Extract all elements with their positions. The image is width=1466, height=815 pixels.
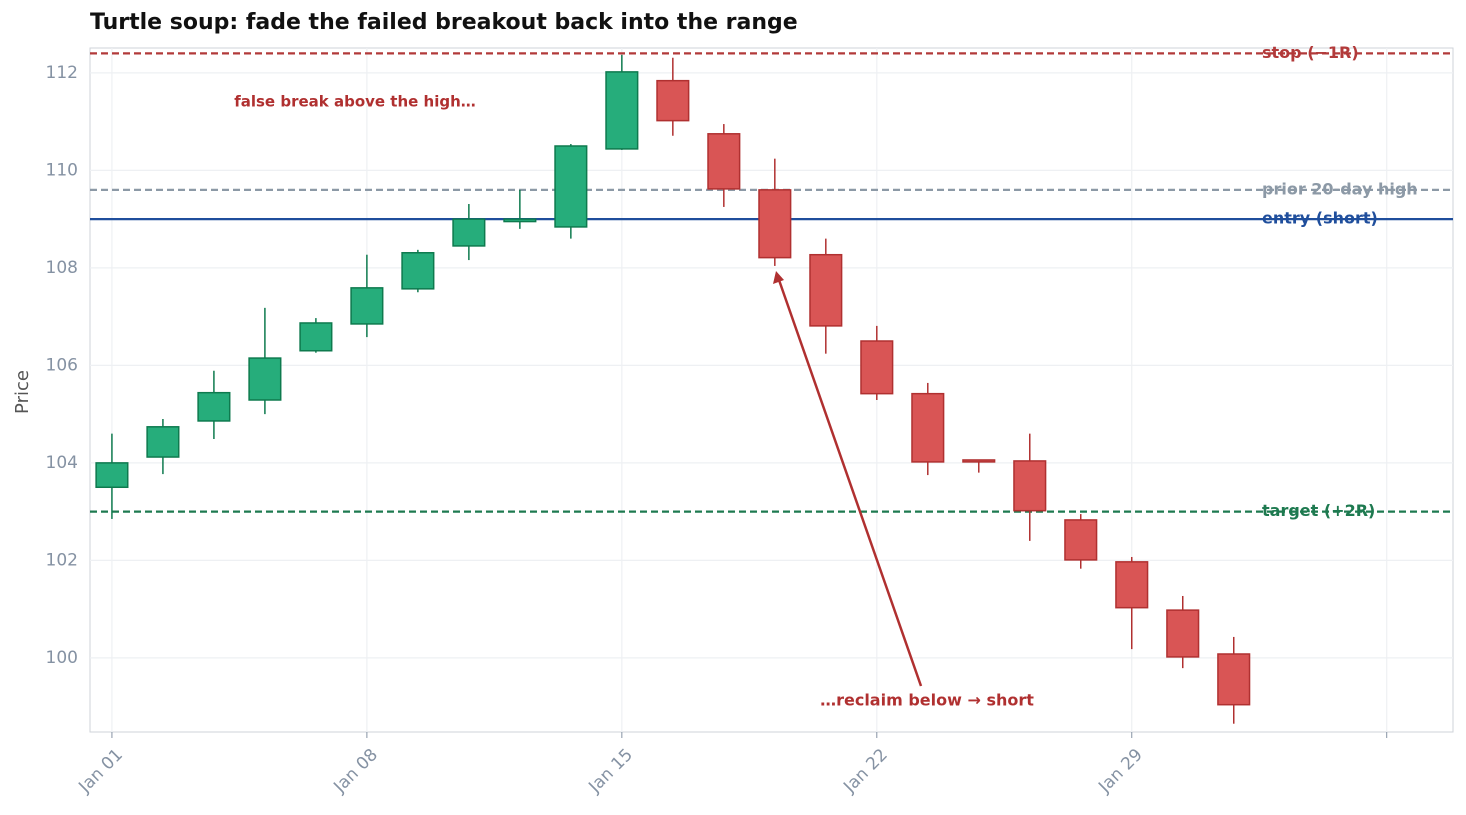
x-tick-label: Jan 15 [584,745,637,798]
y-tick-label: 100 [46,648,78,668]
candle-body [1217,653,1251,706]
candle-body [1115,561,1149,609]
x-tick-label: Jan 29 [1094,745,1147,798]
candle-body [146,426,180,458]
annotation: false break above the high… [234,93,476,111]
x-tick-label: Jan 22 [839,745,892,798]
candle-body [707,133,741,190]
annotation-arrowhead [773,271,784,284]
x-tick-label: Jan 01 [74,745,127,798]
candle-body [248,357,282,401]
y-tick-label: 104 [46,453,78,473]
reference-label: stop (−1R) [1262,43,1359,62]
candle-body [503,218,537,223]
y-tick-label: 102 [46,550,78,570]
reference-label: target (+2R) [1262,501,1375,520]
y-tick-label: 108 [46,258,78,278]
candle-body [401,252,435,290]
candle-body [1064,519,1098,561]
y-tick-label: 106 [46,355,78,375]
candle-body [350,287,384,325]
candle-body [911,392,945,463]
annotation-arrow [777,279,923,687]
reference-label: entry (short) [1262,209,1378,228]
candle-body [758,189,792,259]
candle-body [299,322,333,352]
y-axis-label: Price [12,370,33,414]
y-tick-label: 112 [46,63,78,83]
candle-body [452,218,486,247]
candle-body [860,340,894,395]
annotation: …reclaim below → short [820,691,1034,710]
candle-body [605,71,639,150]
chart-title: Turtle soup: fade the failed breakout ba… [90,10,798,35]
candle-body [1013,460,1047,512]
candle-body [809,253,843,327]
candle-body [95,462,129,489]
candle-body [656,79,690,122]
x-tick-label: Jan 08 [329,745,382,798]
candle-body [554,145,588,228]
reference-label: prior 20-day high [1262,179,1418,198]
y-tick-label: 110 [46,160,78,180]
candle-body [1166,609,1200,658]
candle-body [197,391,231,422]
plot-frame [89,47,1454,733]
candle-body [962,459,996,463]
